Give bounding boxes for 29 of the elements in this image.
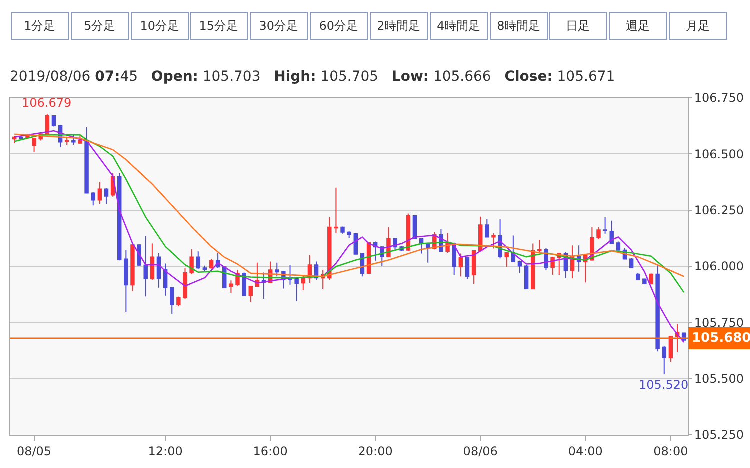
text: 30分足 [259, 19, 299, 33]
x-tick-label: 08/06 [463, 444, 498, 458]
y-tick-label: 106.000 [694, 260, 744, 274]
x-tick-label: 08/05 [16, 444, 52, 458]
text: 15分足 [199, 19, 239, 33]
text: 4時間足 [437, 19, 481, 33]
text: 週足 [626, 19, 650, 33]
y-tick-label: 105.250 [694, 428, 744, 442]
x-tick-label: 12:00 [148, 444, 183, 458]
text: 2時間足 [377, 19, 421, 33]
x-tick-label: 20:00 [358, 444, 393, 458]
chart-title: 2019/08/06 07:45 Open: 105.703 High: 105.705 Low: 105.666 Close: 105.671 [10, 68, 616, 85]
x-tick-label: 16:00 [253, 444, 288, 458]
y-tick-label: 106.250 [694, 204, 744, 218]
annotation: 105.520 [639, 378, 689, 392]
text: 1分足 [24, 19, 56, 33]
text: 日足 [566, 19, 590, 33]
text: 5分足 [84, 19, 116, 33]
y-tick-label: 105.750 [694, 316, 744, 330]
annotation: 106.679 [22, 96, 72, 110]
text: 10分足 [140, 19, 180, 33]
y-tick-label: 106.500 [694, 147, 744, 162]
y-tick-label: 105.500 [694, 372, 744, 386]
x-tick-label: 08:00 [654, 444, 688, 458]
text: 60分足 [319, 19, 359, 33]
text: 月足 [686, 19, 710, 33]
y-tick-label: 106.750 [694, 91, 744, 106]
x-tick-label: 04:00 [568, 444, 603, 458]
text: 8時間足 [497, 19, 541, 33]
